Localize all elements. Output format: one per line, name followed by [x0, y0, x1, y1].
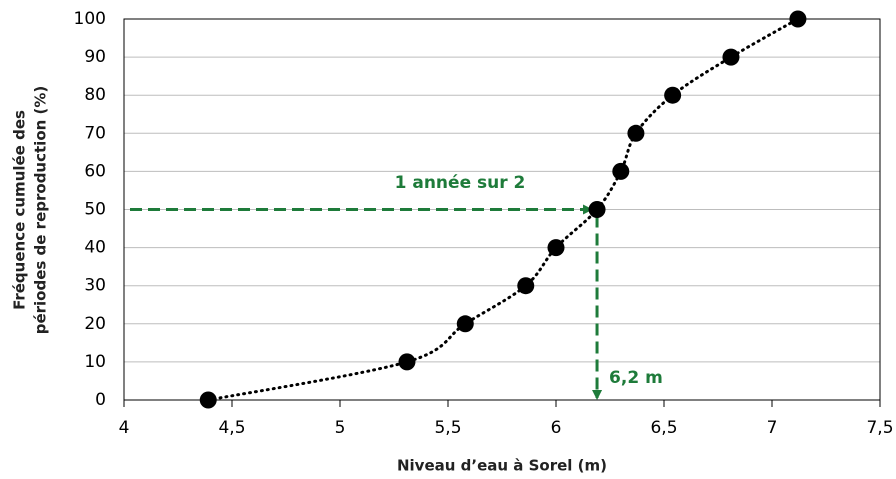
annotation: 1 année sur 2	[395, 173, 526, 193]
x-tick-label: 7,5	[866, 418, 893, 438]
y-tick-label: 0	[95, 390, 106, 410]
data-point	[612, 162, 630, 180]
y-tick-label: 50	[84, 200, 106, 220]
y-tick-label: 10	[84, 352, 106, 372]
y-tick-label: 20	[84, 314, 106, 334]
x-tick-label: 5,5	[434, 418, 461, 438]
y-tick-label: 80	[84, 85, 106, 105]
y-tick-label: 30	[84, 276, 106, 296]
data-point	[627, 124, 645, 142]
data-point	[199, 391, 217, 409]
data-point	[664, 86, 682, 104]
data-point	[456, 315, 474, 333]
data-point	[398, 353, 416, 371]
plot-frame	[123, 18, 881, 401]
y-tick-label: 100	[74, 9, 106, 29]
x-axis-title: Niveau d’eau à Sorel (m)	[397, 457, 607, 475]
y-axis-title: Fréquence cumulée des	[11, 110, 29, 310]
data-point	[517, 277, 535, 295]
data-point	[588, 201, 606, 218]
y-tick-label: 40	[84, 238, 106, 258]
annotation: 6,2 m	[609, 368, 663, 388]
x-tick-label: 4	[119, 418, 130, 438]
data-point	[547, 239, 565, 257]
y-tick-label: 70	[84, 123, 106, 143]
y-tick-label: 90	[84, 47, 106, 67]
y-axis-title: périodes de reproduction (%)	[32, 86, 50, 335]
x-tick-label: 4,5	[218, 418, 245, 438]
x-tick-label: 6	[551, 418, 562, 438]
data-point	[722, 48, 740, 66]
x-tick-label: 6,5	[650, 418, 677, 438]
data-point	[789, 10, 807, 28]
x-tick-label: 5	[335, 418, 346, 438]
x-tick-label: 7	[767, 418, 778, 438]
y-tick-label: 60	[84, 161, 106, 181]
